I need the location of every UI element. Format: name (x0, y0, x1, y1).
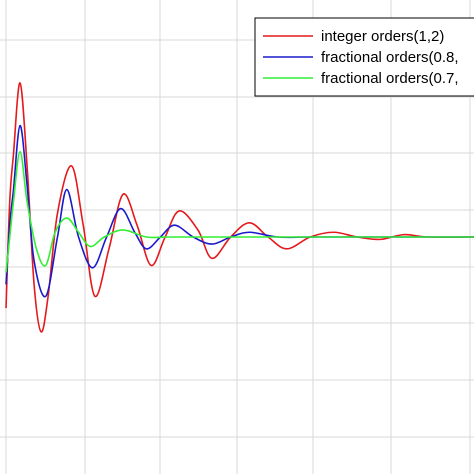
series-lines (5, 82, 474, 333)
legend-label-integer: integer orders(1,2) (321, 28, 444, 45)
legend-label-fractional-a: fractional orders(0.8, (321, 49, 459, 66)
legend: integer orders(1,2) fractional orders(0.… (254, 17, 474, 97)
series-line-fractional-b (5, 150, 474, 273)
legend-label-fractional-b: fractional orders(0.7, (321, 70, 459, 87)
